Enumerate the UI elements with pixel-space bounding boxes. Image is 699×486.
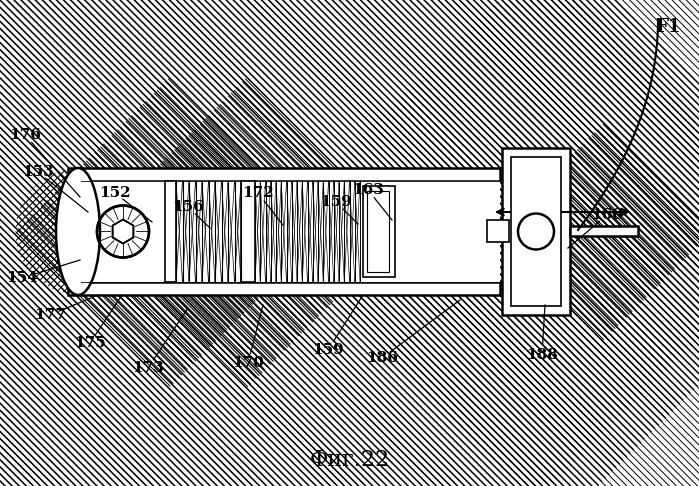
Text: 156: 156 (172, 200, 204, 214)
Text: 153: 153 (22, 165, 54, 179)
Bar (165, 181, 176, 282)
Bar (511, 157, 561, 306)
Text: 154: 154 (6, 271, 38, 285)
Text: 170: 170 (232, 356, 264, 370)
Bar (241, 181, 255, 282)
Text: 186: 186 (366, 351, 398, 365)
Bar (81, 181, 500, 282)
Bar (363, 186, 395, 277)
Circle shape (97, 206, 149, 258)
Bar (68, 282, 500, 295)
Bar (68, 282, 500, 295)
Circle shape (518, 213, 554, 249)
Bar (502, 148, 570, 315)
Bar (367, 191, 389, 272)
Text: Фиг.22: Фиг.22 (310, 449, 389, 471)
Bar (68, 168, 500, 181)
Circle shape (110, 219, 136, 244)
Bar (487, 221, 509, 243)
Text: 163: 163 (352, 183, 384, 197)
Text: 176: 176 (9, 128, 41, 142)
Bar (502, 148, 570, 315)
Text: 177: 177 (34, 308, 66, 322)
Text: 159: 159 (320, 195, 352, 209)
Bar (570, 226, 638, 237)
Text: 173: 173 (132, 361, 164, 375)
Polygon shape (113, 220, 134, 243)
Text: 159: 159 (312, 343, 344, 357)
Text: 175: 175 (74, 336, 106, 350)
Text: 188: 188 (526, 348, 558, 362)
Circle shape (15, 169, 140, 294)
Bar (165, 181, 176, 282)
Text: 152: 152 (99, 186, 131, 200)
Bar (241, 181, 255, 282)
Bar (68, 168, 500, 181)
Ellipse shape (56, 168, 100, 295)
Text: 172: 172 (242, 186, 274, 200)
Text: 160: 160 (591, 208, 623, 222)
Text: F1: F1 (655, 18, 680, 36)
Bar (570, 226, 638, 237)
